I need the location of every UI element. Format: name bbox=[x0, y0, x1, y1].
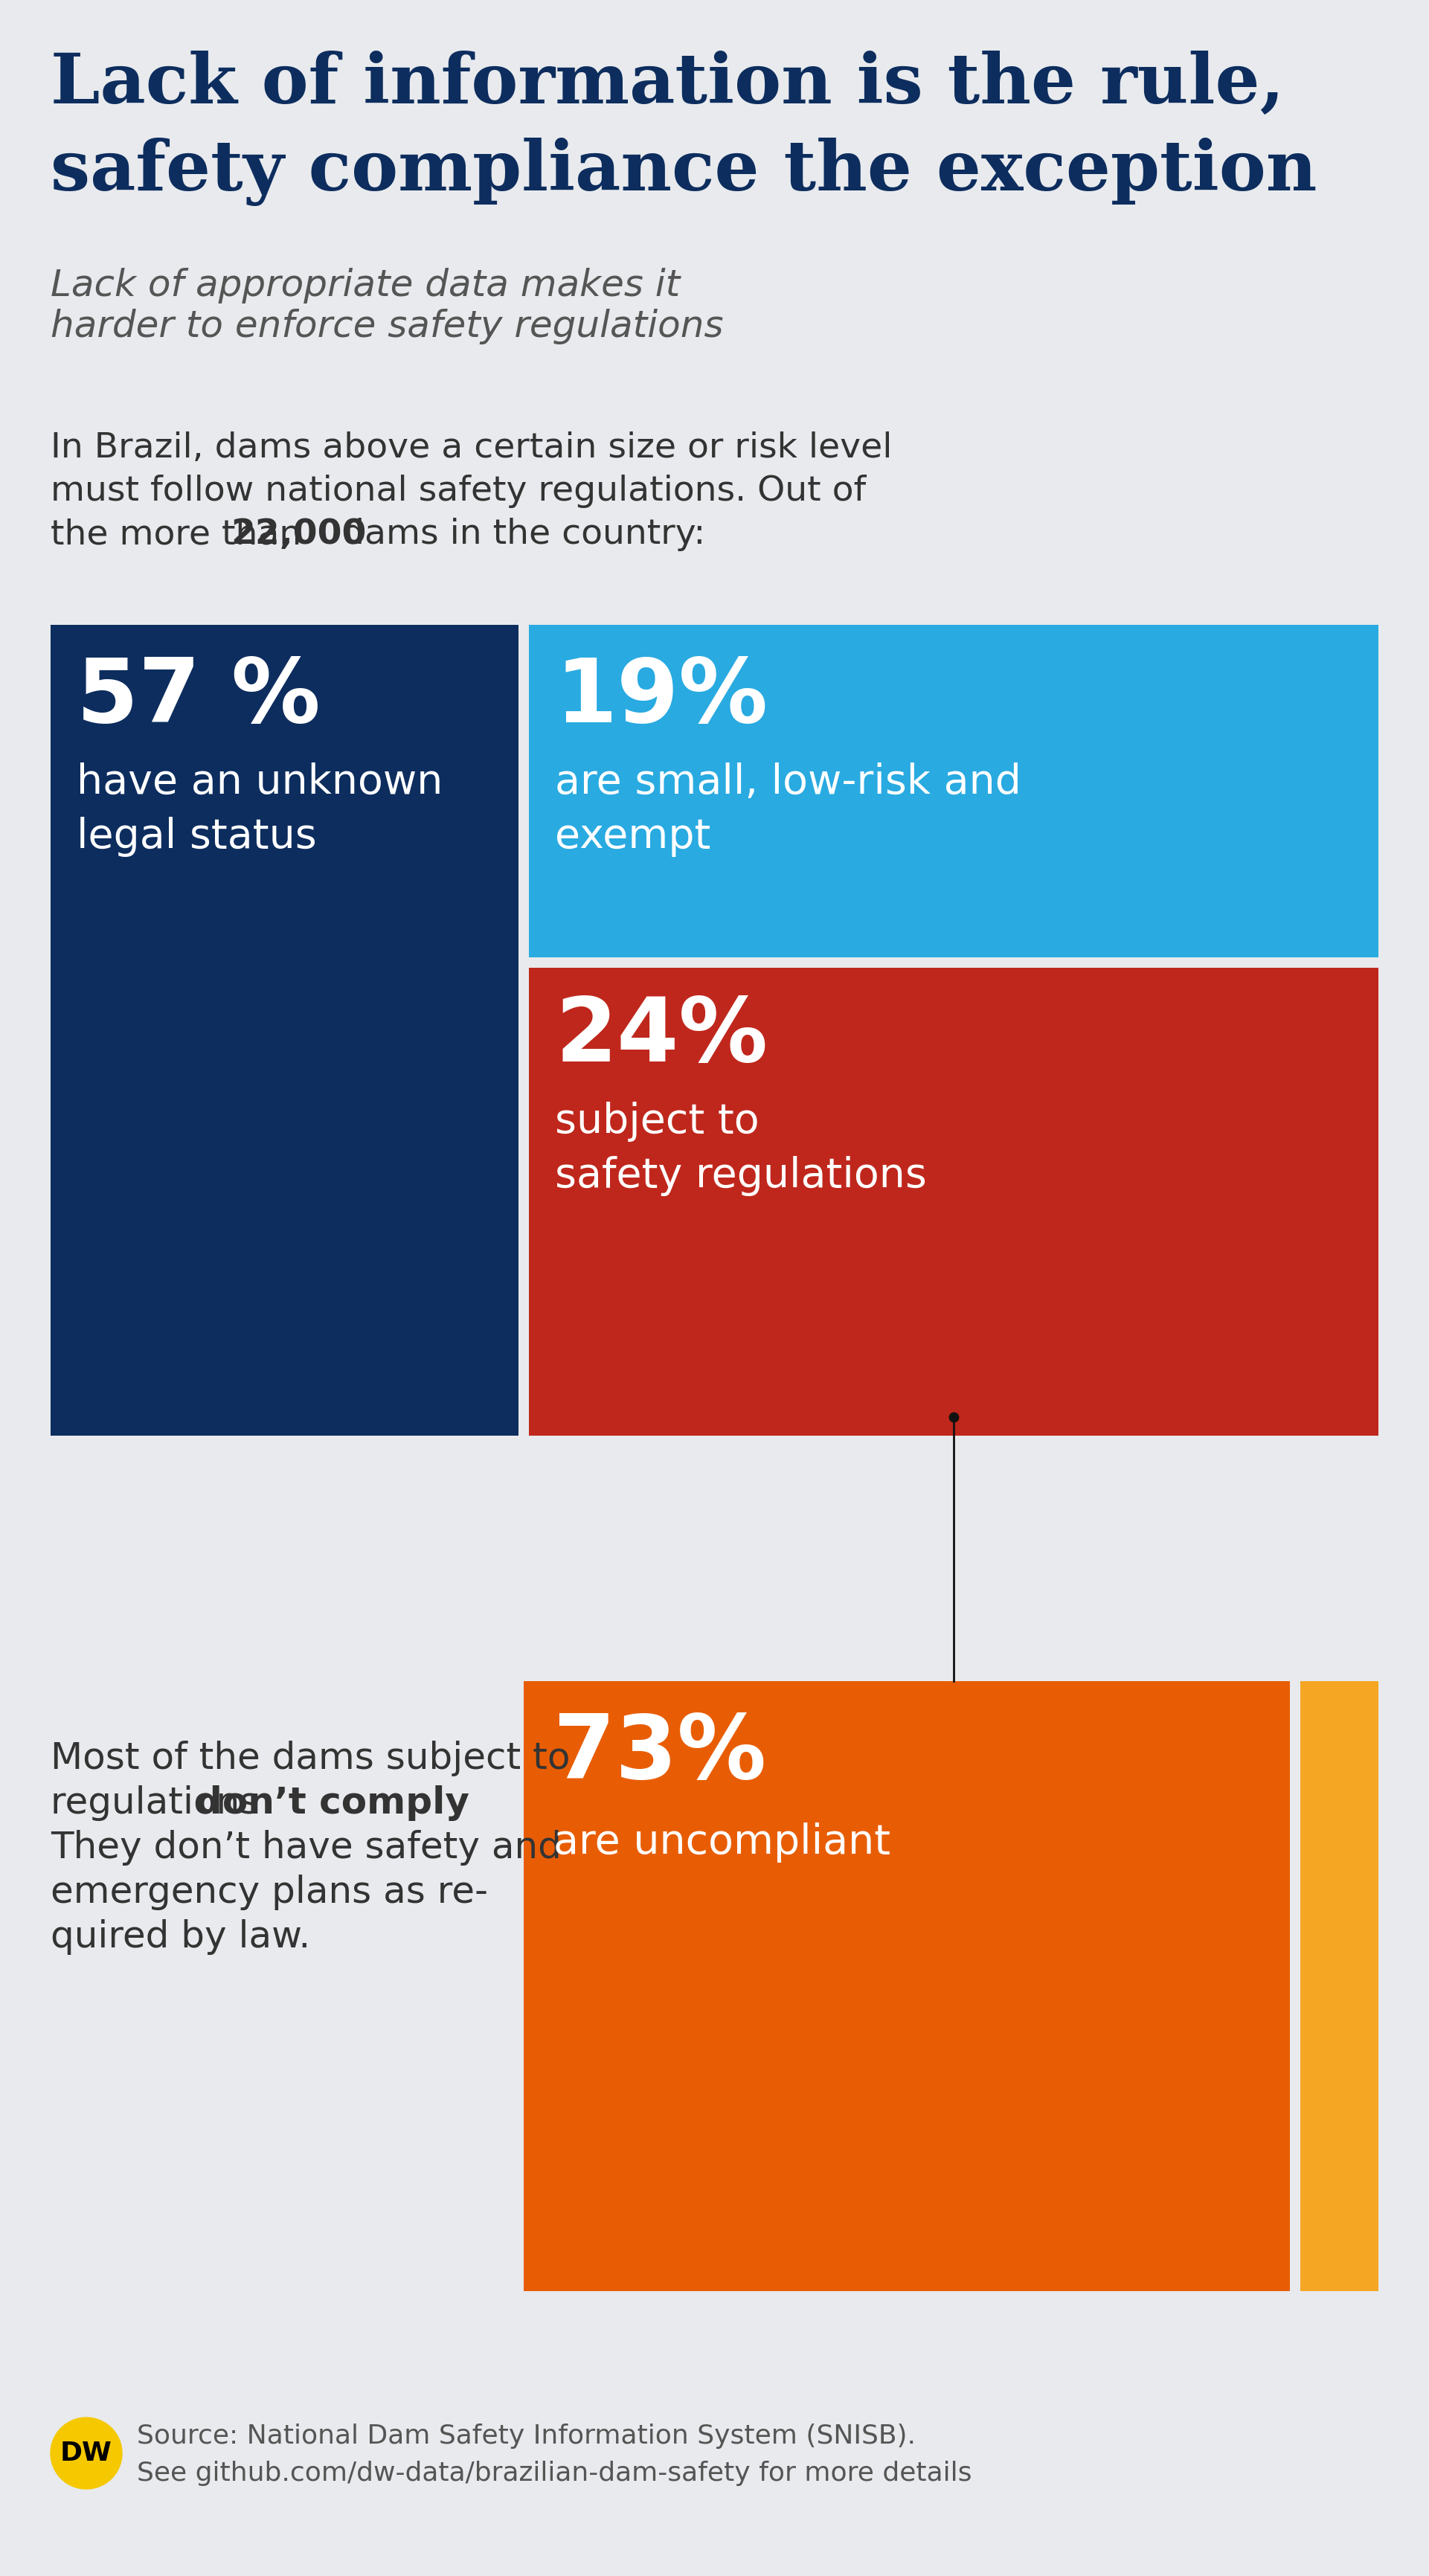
Text: have an unknown
legal status: have an unknown legal status bbox=[77, 762, 443, 858]
Text: In Brazil, dams above a certain size or risk level: In Brazil, dams above a certain size or … bbox=[50, 430, 892, 464]
Text: 73%: 73% bbox=[553, 1710, 766, 1798]
Text: subject to
safety regulations: subject to safety regulations bbox=[554, 1103, 927, 1195]
Bar bbox=[1300, 1682, 1379, 2290]
Text: See github.com/dw-data/brazilian-dam-safety for more details: See github.com/dw-data/brazilian-dam-saf… bbox=[137, 2460, 972, 2486]
Bar bbox=[529, 969, 1379, 1435]
Bar bbox=[523, 1682, 1290, 2290]
Text: 19%: 19% bbox=[554, 654, 767, 742]
Text: Most of the dams subject to: Most of the dams subject to bbox=[50, 1741, 570, 1777]
Text: emergency plans as re-: emergency plans as re- bbox=[50, 1875, 489, 1911]
Text: quired by law.: quired by law. bbox=[50, 1919, 310, 1955]
Bar bbox=[529, 626, 1379, 958]
Text: harder to enforce safety regulations: harder to enforce safety regulations bbox=[50, 309, 723, 345]
Text: are small, low-risk and
exempt: are small, low-risk and exempt bbox=[554, 762, 1022, 858]
Text: dams in the country:: dams in the country: bbox=[332, 518, 706, 551]
Text: Source: National Dam Safety Information System (SNISB).: Source: National Dam Safety Information … bbox=[137, 2424, 916, 2450]
Text: the more than: the more than bbox=[50, 518, 313, 551]
Text: don’t comply: don’t comply bbox=[196, 1785, 469, 1821]
Text: 24%: 24% bbox=[554, 994, 767, 1079]
Text: 22,000: 22,000 bbox=[230, 518, 366, 551]
Text: are uncompliant: are uncompliant bbox=[553, 1821, 890, 1862]
Text: 57 %: 57 % bbox=[77, 654, 320, 742]
Text: safety compliance the exception: safety compliance the exception bbox=[50, 137, 1318, 206]
Text: Lack of information is the rule,: Lack of information is the rule, bbox=[50, 52, 1285, 118]
Text: DW: DW bbox=[60, 2439, 113, 2465]
Circle shape bbox=[50, 2416, 121, 2488]
Bar bbox=[50, 626, 519, 1435]
Text: Lack of appropriate data makes it: Lack of appropriate data makes it bbox=[50, 268, 680, 304]
Text: regulations: regulations bbox=[50, 1785, 272, 1821]
Text: They don’t have safety and: They don’t have safety and bbox=[50, 1829, 562, 1865]
Text: must follow national safety regulations. Out of: must follow national safety regulations.… bbox=[50, 474, 866, 507]
